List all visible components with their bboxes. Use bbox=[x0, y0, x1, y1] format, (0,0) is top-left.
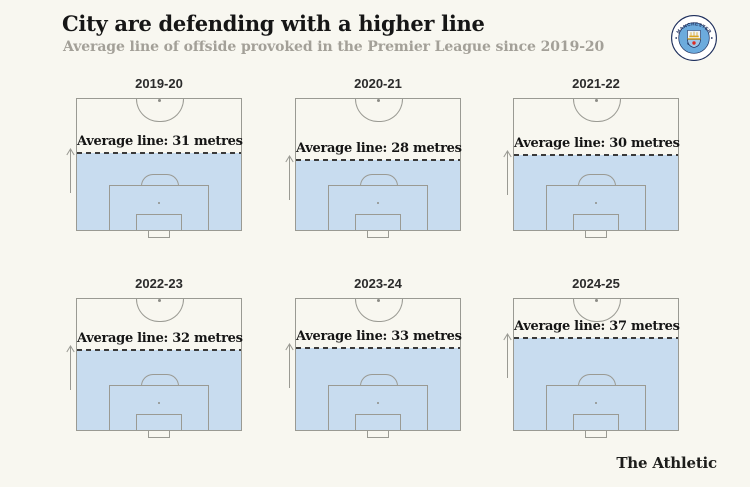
six-yard-box bbox=[573, 214, 619, 230]
season-label: 2022-23 bbox=[135, 276, 183, 291]
pitch-outline: Average line: 33 metres bbox=[285, 298, 462, 438]
direction-arrow-icon bbox=[503, 332, 512, 379]
average-line-label: Average line: 33 metres bbox=[296, 328, 462, 344]
season-label: 2023-24 bbox=[354, 276, 402, 291]
penalty-box bbox=[109, 185, 209, 230]
six-yard-box bbox=[136, 214, 182, 230]
centre-spot bbox=[377, 99, 380, 102]
pitch-panel-2023-24: 2023-24 Average line: 33 metres bbox=[285, 276, 462, 438]
penalty-box bbox=[109, 385, 209, 430]
penalty-box bbox=[328, 185, 428, 230]
pitch-outline: Average line: 30 metres bbox=[503, 98, 680, 238]
offside-fill bbox=[77, 350, 241, 430]
the-athletic-wordmark: The Athletic bbox=[616, 454, 717, 472]
offside-line bbox=[296, 346, 460, 349]
direction-arrow-icon bbox=[66, 147, 75, 194]
penalty-box bbox=[546, 185, 646, 230]
goal bbox=[367, 230, 389, 238]
season-label: 2019-20 bbox=[135, 76, 183, 91]
offside-fill bbox=[514, 155, 678, 230]
offside-fill bbox=[77, 152, 241, 230]
penalty-spot bbox=[595, 202, 597, 204]
average-line-label: Average line: 37 metres bbox=[514, 318, 680, 334]
pitch-outline: Average line: 28 metres bbox=[285, 98, 462, 238]
pitch-panel-2022-23: 2022-23 Average line: 32 metres bbox=[66, 276, 243, 438]
six-yard-box bbox=[355, 214, 401, 230]
six-yard-box bbox=[136, 414, 182, 430]
subtitle: Average line of offside provoked in the … bbox=[63, 39, 605, 55]
offside-fill bbox=[296, 160, 460, 230]
average-line-label: Average line: 32 metres bbox=[77, 331, 243, 347]
average-line-label: Average line: 28 metres bbox=[296, 141, 462, 157]
direction-arrow-icon bbox=[503, 150, 512, 196]
penalty-spot bbox=[158, 202, 160, 204]
offside-line bbox=[296, 159, 460, 162]
centre-spot bbox=[158, 99, 161, 102]
offside-fill bbox=[296, 347, 460, 430]
pitch-outline: Average line: 37 metres bbox=[503, 298, 680, 438]
average-line-label: Average line: 30 metres bbox=[514, 136, 680, 152]
penalty-box bbox=[328, 385, 428, 430]
goal bbox=[148, 230, 170, 238]
season-label: 2020-21 bbox=[354, 76, 402, 91]
penalty-spot bbox=[158, 402, 160, 404]
goal bbox=[367, 430, 389, 438]
season-label: 2021-22 bbox=[572, 76, 620, 91]
six-yard-box bbox=[355, 414, 401, 430]
pitch-panel-2021-22: 2021-22 Average line: 30 metres bbox=[503, 76, 680, 238]
manchester-city-badge-icon: MANCHESTER CITY bbox=[671, 15, 717, 61]
season-label: 2024-25 bbox=[572, 276, 620, 291]
penalty-spot bbox=[595, 402, 597, 404]
penalty-box bbox=[546, 385, 646, 430]
penalty-spot bbox=[377, 402, 379, 404]
six-yard-box bbox=[573, 414, 619, 430]
pitch-panel-2020-21: 2020-21 Average line: 28 metres bbox=[285, 76, 462, 238]
offside-line bbox=[77, 349, 241, 352]
offside-line bbox=[77, 151, 241, 154]
pitch-outline: Average line: 32 metres bbox=[66, 298, 243, 438]
goal bbox=[585, 230, 607, 238]
direction-arrow-icon bbox=[285, 155, 294, 201]
offside-line bbox=[514, 336, 678, 339]
centre-spot bbox=[595, 99, 598, 102]
penalty-spot bbox=[377, 202, 379, 204]
average-line-label: Average line: 31 metres bbox=[77, 133, 243, 149]
direction-arrow-icon bbox=[285, 342, 294, 389]
centre-spot bbox=[595, 299, 598, 302]
page-title: City are defending with a higher line bbox=[62, 11, 485, 36]
centre-spot bbox=[377, 299, 380, 302]
pitch-panel-2019-20: 2019-20 Average line: 31 metres bbox=[66, 76, 243, 238]
pitch-panel-2024-25: 2024-25 Average line: 37 metres bbox=[503, 276, 680, 438]
goal bbox=[585, 430, 607, 438]
direction-arrow-icon bbox=[66, 345, 75, 391]
pitch-outline: Average line: 31 metres bbox=[66, 98, 243, 238]
goal bbox=[148, 430, 170, 438]
offside-line bbox=[514, 154, 678, 157]
centre-spot bbox=[158, 299, 161, 302]
